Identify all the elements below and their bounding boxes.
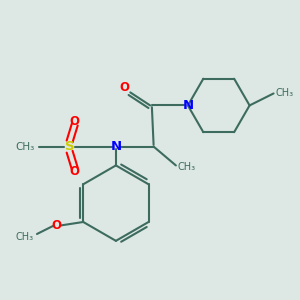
Text: CH₃: CH₃ — [178, 162, 196, 172]
Text: CH₃: CH₃ — [15, 232, 34, 242]
Text: N: N — [182, 99, 194, 112]
Text: O: O — [70, 115, 80, 128]
Text: N: N — [110, 140, 122, 153]
Text: CH₃: CH₃ — [275, 88, 293, 98]
Text: S: S — [65, 140, 74, 153]
Text: O: O — [119, 81, 130, 94]
Text: O: O — [52, 219, 62, 232]
Text: O: O — [70, 165, 80, 178]
Text: CH₃: CH₃ — [15, 142, 35, 152]
